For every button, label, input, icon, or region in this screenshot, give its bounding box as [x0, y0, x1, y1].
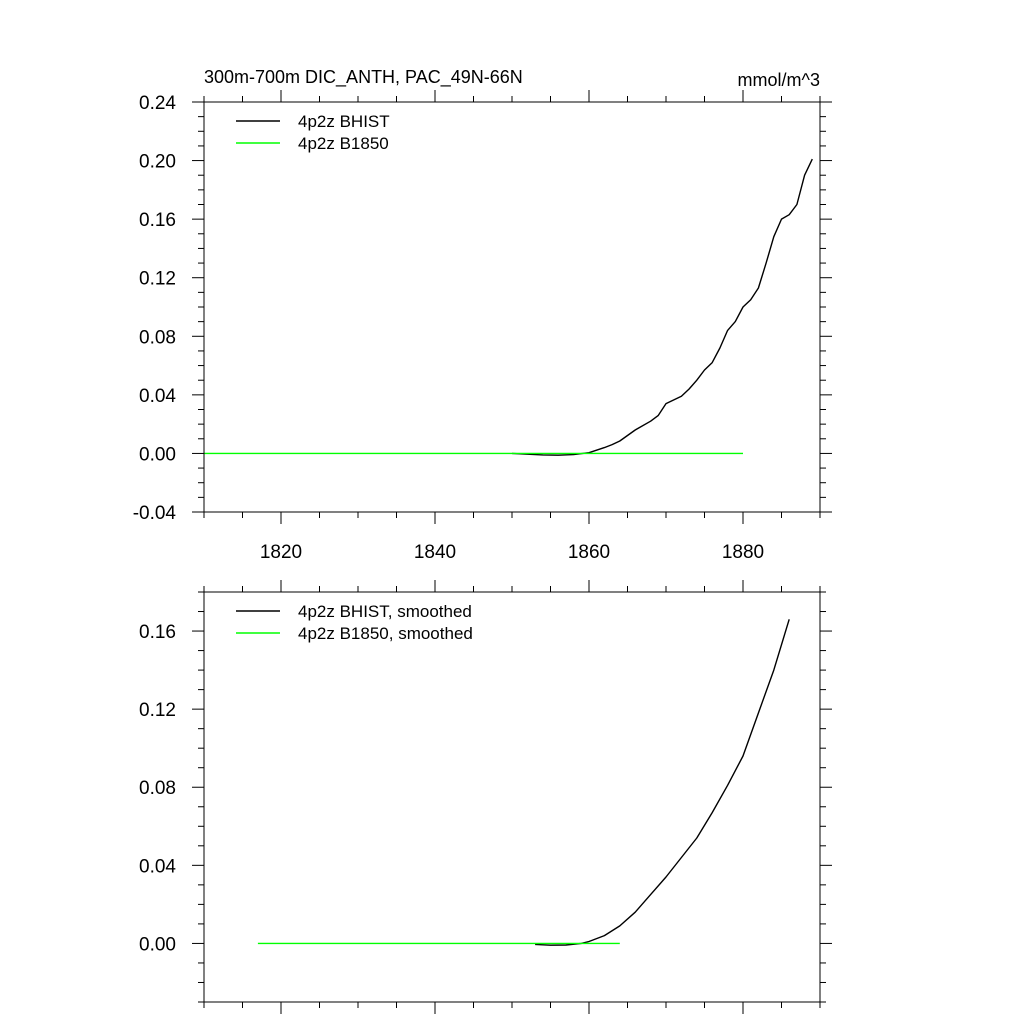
legend-label: 4p2z B1850, smoothed: [298, 624, 473, 643]
y-tick-label: 0.00: [139, 444, 176, 465]
plot-frame: [203, 591, 821, 1003]
bottom-panel: 0.00 0.04 0.08 0.12 0.16 4p2z BHIST, smoothe…: [139, 580, 832, 1014]
x-tick-label: 1840: [414, 542, 456, 563]
x-tick-label: 1820: [260, 542, 302, 563]
series-line: [535, 619, 790, 946]
y-tick-label: 0.16: [139, 210, 176, 231]
y-tick-label: 0.16: [139, 622, 176, 643]
y-tick-label: 0.04: [139, 386, 176, 407]
y-tick-label: 0.24: [139, 93, 176, 114]
y-tick-label: 0.12: [139, 700, 176, 721]
plot-frame: [203, 101, 821, 513]
units-label: mmol/m^3: [738, 70, 820, 90]
y-tick-label: 0.08: [139, 327, 176, 348]
legend-label: 4p2z BHIST, smoothed: [298, 602, 472, 621]
y-tick-label: 0.08: [139, 778, 176, 799]
y-tick-label: 0.00: [139, 934, 176, 955]
y-tick-label: 0.12: [139, 269, 176, 290]
x-tick-label: 1860: [568, 542, 610, 563]
y-tick-label: 0.20: [139, 152, 176, 173]
chart-title: 300m-700m DIC_ANTH, PAC_49N-66N: [204, 67, 523, 88]
series-line: [511, 158, 813, 456]
x-tick-label: 1880: [722, 542, 764, 563]
y-tick-label: -0.04: [133, 503, 177, 524]
legend-label: 4p2z BHIST: [298, 112, 390, 131]
y-tick-label: 0.04: [139, 856, 176, 877]
legend-label: 4p2z B1850: [298, 134, 389, 153]
top-panel: 300m-700m DIC_ANTH, PAC_49N-66N mmol/m^3…: [133, 67, 832, 563]
